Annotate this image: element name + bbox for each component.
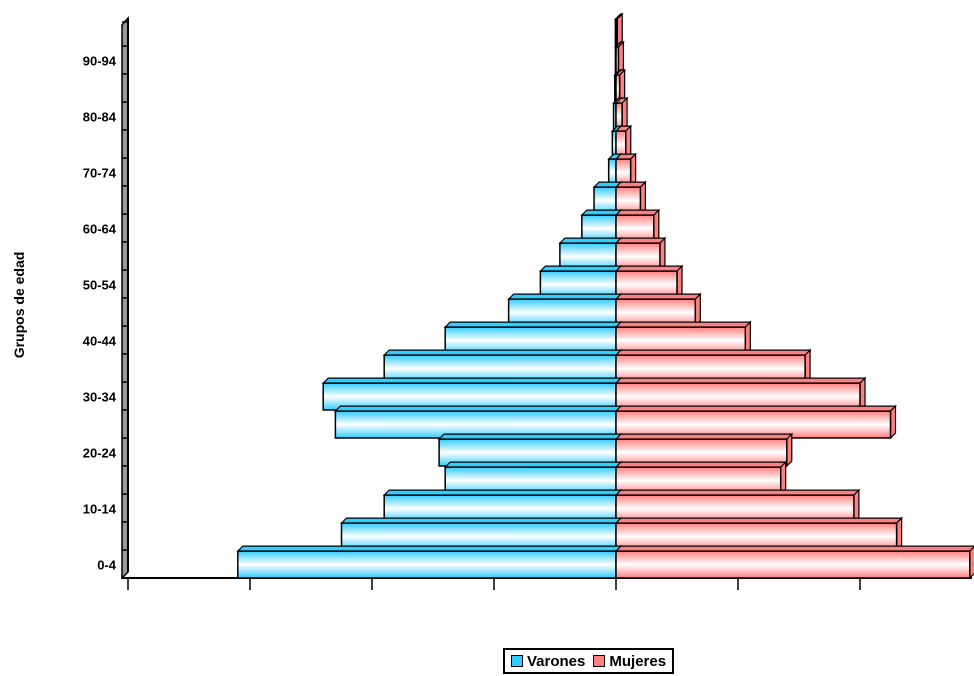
y-tick-label-60-64: 60-64 [83,222,117,237]
bar-varones-45-49 [507,292,623,328]
y-tick-label-50-54: 50-54 [83,278,117,293]
y-tick-label-70-74: 70-74 [83,166,117,181]
bar-varones-30-34 [321,376,623,412]
bar-varones-50-54 [538,264,623,300]
bar-mujeres-20-24 [614,432,794,468]
bar-mujeres-60-64 [614,208,661,244]
bar-mujeres-10-14 [614,488,861,524]
y-tick-label-30-34: 30-34 [83,390,117,405]
bar-varones-55-59 [558,236,623,272]
bar-varones-15-19 [443,460,623,496]
legend-swatch-varones [511,655,523,667]
bar-varones-35-39 [382,348,623,384]
y-tick-label-90-94: 90-94 [83,54,117,69]
legend-item-varones: Varones [511,653,585,670]
bar-varones-25-29 [333,404,623,440]
bar-varones-40-44 [443,320,623,356]
bar-mujeres-80-84 [614,96,629,132]
y-tick-label-20-24: 20-24 [83,446,117,461]
legend-label-mujeres: Mujeres [609,652,667,670]
bar-varones-0-4 [236,544,623,580]
bar-mujeres-35-39 [614,348,812,384]
bar-mujeres-65-69 [614,180,647,216]
bar-mujeres-85-89 [614,68,627,104]
bar-mujeres-50-54 [614,264,684,300]
bar-mujeres-95+ [614,12,624,48]
bar-varones-10-14 [382,488,623,524]
legend-item-mujeres: Mujeres [593,653,666,670]
bar-mujeres-40-44 [614,320,752,356]
legend-swatch-mujeres [593,655,606,667]
bar-mujeres-55-59 [614,236,667,272]
legend-label-varones: Varones [527,652,586,670]
bar-mujeres-75-79 [614,124,633,160]
bar-varones-20-24 [437,432,623,468]
bar-mujeres-45-49 [614,292,702,328]
y-tick-label-0-4: 0-4 [97,558,117,573]
y-tick-label-40-44: 40-44 [83,334,117,349]
bar-mujeres-90-94 [614,40,625,76]
bar-mujeres-30-34 [614,376,867,412]
bar-mujeres-0-4 [614,545,974,580]
bar-mujeres-5-9 [614,516,904,552]
y-tick-label-80-84: 80-84 [83,110,117,125]
bar-mujeres-15-19 [614,460,788,496]
y-tick-label-10-14: 10-14 [83,502,117,517]
legend: Varones Mujeres [503,648,675,674]
bar-varones-60-64 [580,208,623,244]
bar-mujeres-25-29 [614,404,897,440]
bar-mujeres-70-74 [614,152,638,188]
y-axis-title: Grupos de edad [11,252,27,359]
bar-varones-5-9 [340,516,623,552]
